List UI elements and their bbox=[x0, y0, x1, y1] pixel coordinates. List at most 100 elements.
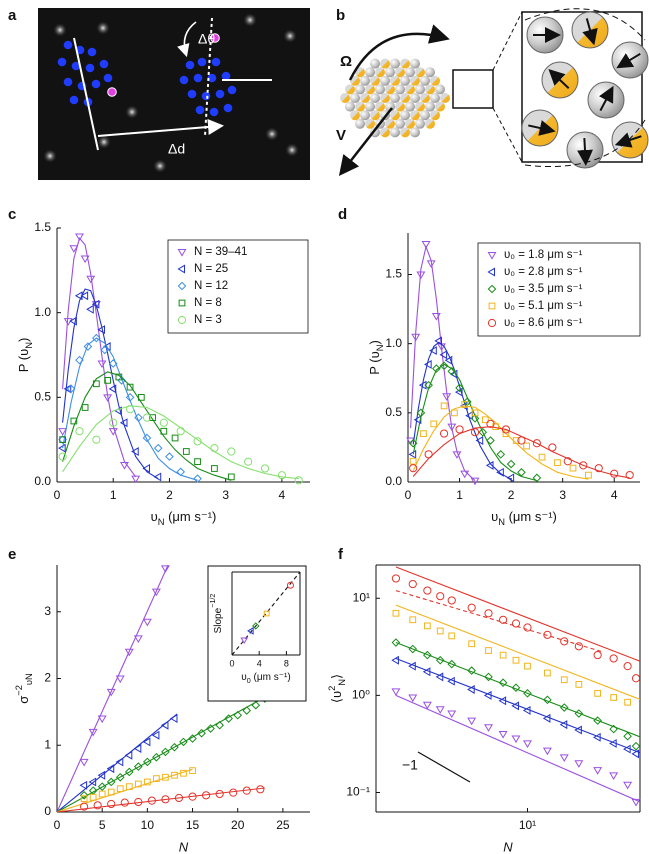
bead bbox=[375, 101, 385, 112]
axis-label-part: ) bbox=[16, 338, 31, 342]
tracked-particle bbox=[63, 40, 73, 50]
legend-label: υ₀ = 1.8 μm s⁻¹ bbox=[504, 249, 583, 261]
data-point bbox=[159, 418, 168, 427]
data-point bbox=[160, 565, 170, 573]
data-point bbox=[58, 443, 66, 453]
data-point bbox=[448, 632, 456, 640]
data-point bbox=[108, 359, 118, 368]
data-point bbox=[142, 463, 150, 473]
data-point bbox=[176, 427, 185, 436]
data-point bbox=[131, 447, 139, 456]
data-point bbox=[215, 720, 224, 730]
fit-line bbox=[412, 405, 589, 480]
bead bbox=[370, 93, 380, 103]
axis-label: P (υN) bbox=[16, 338, 34, 373]
data-point bbox=[439, 429, 449, 438]
bead bbox=[360, 110, 370, 121]
data-point bbox=[496, 450, 506, 459]
data-point bbox=[143, 778, 151, 786]
data-point bbox=[100, 345, 110, 355]
axis-label: υN (μm s⁻¹) bbox=[151, 509, 217, 527]
data-point bbox=[126, 383, 134, 391]
bead bbox=[400, 127, 410, 138]
data-point bbox=[496, 467, 504, 477]
bead bbox=[345, 101, 355, 112]
axis-label-part: N bbox=[158, 517, 165, 527]
bead bbox=[355, 118, 365, 129]
data-point bbox=[543, 630, 552, 639]
bead bbox=[390, 58, 400, 69]
data-point bbox=[170, 742, 179, 752]
data-point bbox=[538, 453, 546, 461]
data-point bbox=[125, 783, 133, 791]
axis-label-part: P (υ bbox=[16, 349, 31, 373]
bead bbox=[405, 84, 415, 95]
legend-label: υ₀ = 8.6 μm s⁻¹ bbox=[504, 317, 583, 329]
data-point bbox=[215, 789, 224, 799]
axis-label-part: υ bbox=[491, 509, 498, 524]
data-point bbox=[201, 791, 211, 800]
y-tick-label: 10¹ bbox=[353, 590, 370, 604]
data-point bbox=[106, 764, 115, 774]
data-point bbox=[631, 749, 640, 759]
legend-marker bbox=[177, 281, 187, 291]
data-point bbox=[424, 450, 433, 459]
data-point bbox=[169, 714, 178, 724]
data-point bbox=[117, 376, 126, 385]
data-point bbox=[409, 616, 417, 624]
data-point bbox=[391, 638, 401, 647]
bead bbox=[380, 127, 390, 138]
bead bbox=[415, 118, 425, 129]
fit-line bbox=[57, 564, 169, 812]
bead bbox=[410, 110, 420, 121]
data-point bbox=[559, 754, 569, 762]
bead bbox=[395, 101, 405, 112]
data-point bbox=[171, 771, 178, 779]
data-point bbox=[481, 416, 489, 424]
data-point bbox=[124, 648, 134, 657]
data-point bbox=[408, 438, 418, 448]
axis-label-part: (μm s⁻¹) bbox=[251, 672, 291, 683]
bead bbox=[355, 84, 365, 95]
axis-label-part: (μm s⁻¹) bbox=[505, 509, 557, 524]
zoom-line bbox=[492, 11, 523, 71]
data-point bbox=[563, 457, 572, 466]
data-point bbox=[120, 798, 129, 807]
data-point bbox=[119, 462, 129, 470]
data-point bbox=[434, 336, 442, 346]
bead bbox=[415, 67, 425, 78]
data-point bbox=[124, 767, 134, 777]
axis-label: N bbox=[503, 839, 513, 854]
data-point bbox=[69, 316, 77, 326]
data-point bbox=[242, 786, 251, 795]
data-point bbox=[416, 408, 426, 418]
x-tick-label: 0 bbox=[405, 488, 412, 502]
data-point bbox=[294, 476, 303, 485]
axis-label-part: 2 bbox=[327, 686, 337, 691]
axis-label-part: ⟩ bbox=[329, 674, 344, 679]
data-point bbox=[517, 436, 526, 445]
data-point bbox=[631, 741, 641, 751]
data-point bbox=[609, 738, 617, 748]
data-point bbox=[227, 447, 236, 456]
bead bbox=[385, 84, 395, 95]
data-point bbox=[467, 717, 477, 726]
legend-label: N = 3 bbox=[194, 314, 222, 326]
bead-glow bbox=[265, 127, 279, 141]
data-point bbox=[593, 767, 603, 775]
data-point bbox=[523, 689, 532, 698]
data-point bbox=[455, 383, 464, 393]
x-tick-label: 5 bbox=[99, 818, 106, 832]
data-point bbox=[119, 418, 128, 428]
x-tick-label: 4 bbox=[257, 658, 262, 668]
bead bbox=[390, 93, 400, 103]
data-point bbox=[256, 785, 265, 794]
data-point bbox=[224, 714, 233, 723]
tracked-particle bbox=[193, 73, 203, 83]
data-point bbox=[523, 623, 532, 632]
tracked-particle bbox=[57, 57, 67, 67]
data-point bbox=[75, 355, 84, 365]
legend-marker bbox=[488, 302, 496, 310]
data-point bbox=[92, 380, 100, 388]
data-point bbox=[391, 688, 401, 696]
